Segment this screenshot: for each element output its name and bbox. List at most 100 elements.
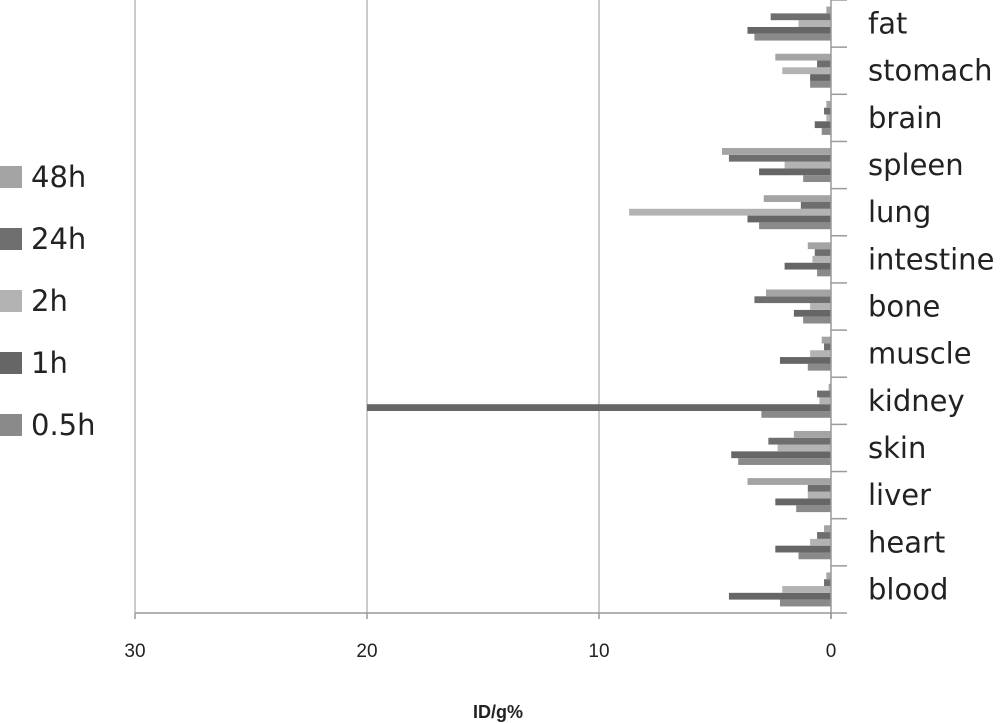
bar-heart-0.5h — [798, 552, 831, 560]
bar-blood-2h — [782, 586, 831, 593]
bar-spleen-1h — [759, 168, 831, 176]
legend-label: 0.5h — [31, 408, 96, 442]
bar-skin-48h — [793, 430, 831, 438]
bar-liver-48h — [747, 478, 831, 485]
axes — [134, 0, 847, 619]
bar-bone-24h — [754, 296, 831, 304]
tick-labels: 30 20 10 0 — [124, 641, 836, 662]
bar-muscle-48h — [821, 336, 831, 344]
legend: 48h 24h 2h 1h 0.5h — [0, 160, 96, 442]
bar-skin-24h — [768, 437, 831, 445]
bar-intestine-48h — [807, 242, 831, 250]
bar-blood-24h — [824, 579, 831, 587]
legend-label: 48h — [31, 160, 86, 194]
legend-swatch — [0, 290, 22, 312]
bar-brain-2h — [826, 114, 831, 122]
bar-fat-48h — [826, 6, 831, 14]
legend-swatch — [0, 352, 22, 374]
bar-intestine-0.5h — [817, 269, 831, 277]
bar-spleen-0.5h — [803, 175, 831, 183]
bar-blood-1h — [728, 592, 831, 600]
bar-heart-24h — [817, 532, 831, 539]
bar-bone-1h — [793, 309, 831, 317]
bar-stomach-1h — [810, 74, 831, 81]
bar-skin-1h — [731, 451, 831, 459]
bars — [367, 6, 831, 607]
bar-lung-24h — [800, 201, 831, 209]
bar-stomach-0.5h — [810, 80, 831, 88]
category-labels: blood heart liver skin kidney muscle bone intes… — [868, 7, 994, 607]
bar-liver-24h — [807, 484, 831, 492]
legend-swatch — [0, 414, 22, 436]
bar-lung-1h — [747, 215, 831, 223]
bar-skin-2h — [777, 444, 831, 452]
legend-label: 2h — [31, 284, 68, 318]
x-axis-title: ID/g% — [473, 702, 523, 722]
bar-fat-1h — [747, 26, 831, 34]
bar-muscle-1h — [779, 357, 831, 364]
x-tick-label: 0 — [826, 641, 837, 662]
bar-stomach-2h — [782, 67, 831, 75]
grid-lines — [134, 0, 600, 613]
category-label: intestine — [868, 242, 994, 276]
bar-bone-2h — [810, 303, 831, 310]
legend-label: 1h — [31, 346, 68, 380]
bar-muscle-0.5h — [807, 363, 831, 371]
category-label: heart — [868, 525, 945, 559]
x-tick-label: 20 — [356, 641, 377, 662]
bar-intestine-1h — [784, 262, 831, 270]
bar-brain-0.5h — [821, 128, 831, 135]
bar-blood-48h — [826, 572, 831, 580]
category-label: skin — [868, 431, 926, 465]
bar-brain-24h — [824, 107, 831, 115]
bar-bone-48h — [766, 289, 831, 297]
bar-lung-2h — [629, 208, 831, 216]
bar-spleen-24h — [728, 154, 831, 162]
bar-bone-0.5h — [803, 316, 831, 324]
x-tick-label: 30 — [124, 641, 145, 662]
bar-stomach-48h — [775, 53, 831, 61]
legend-swatch — [0, 166, 22, 188]
category-label: kidney — [868, 384, 965, 418]
bar-brain-48h — [826, 100, 831, 108]
bar-kidney-24h — [817, 390, 831, 398]
category-label: lung — [868, 195, 931, 229]
category-label: muscle — [868, 337, 972, 371]
bar-heart-48h — [824, 525, 831, 533]
bar-heart-1h — [775, 545, 831, 553]
bar-brain-1h — [814, 121, 831, 129]
bar-kidney-2h — [819, 397, 831, 405]
bar-fat-2h — [798, 20, 831, 27]
bar-liver-0.5h — [796, 505, 831, 513]
bar-muscle-2h — [810, 350, 831, 358]
bar-spleen-2h — [784, 161, 831, 169]
legend-label: 24h — [31, 222, 86, 256]
bar-intestine-2h — [812, 255, 831, 263]
bar-lung-48h — [763, 195, 831, 202]
bar-kidney-48h — [828, 383, 831, 391]
bar-blood-0.5h — [779, 599, 831, 607]
bar-stomach-24h — [817, 60, 831, 68]
bar-kidney-0.5h — [761, 411, 831, 418]
bar-muscle-24h — [824, 343, 831, 351]
legend-swatch — [0, 228, 22, 250]
bar-skin-0.5h — [738, 458, 831, 465]
category-label: brain — [868, 101, 943, 135]
category-label: stomach — [868, 54, 993, 88]
category-label: liver — [868, 478, 931, 512]
bar-fat-24h — [770, 13, 831, 21]
category-label: bone — [868, 290, 940, 324]
bar-liver-2h — [807, 491, 831, 499]
bar-liver-1h — [775, 498, 831, 506]
bar-kidney-1h — [367, 404, 831, 412]
bar-lung-0.5h — [759, 222, 831, 230]
category-label: spleen — [868, 148, 964, 182]
bar-intestine-24h — [814, 249, 831, 256]
bar-heart-2h — [810, 538, 831, 546]
x-tick-label: 10 — [588, 641, 609, 662]
bar-spleen-48h — [721, 148, 831, 155]
category-label: blood — [868, 572, 948, 606]
category-label: fat — [868, 7, 907, 41]
bar-fat-0.5h — [754, 33, 831, 41]
